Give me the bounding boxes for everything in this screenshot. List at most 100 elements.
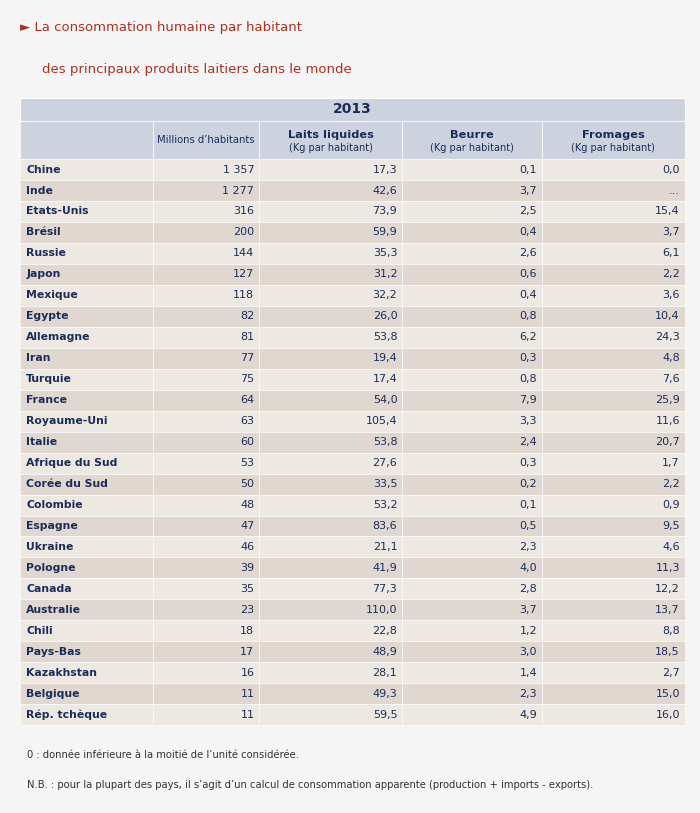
Bar bbox=[542, 663, 685, 683]
Text: Turquie: Turquie bbox=[27, 374, 72, 385]
Text: 35,3: 35,3 bbox=[373, 249, 398, 259]
Bar bbox=[20, 494, 153, 515]
Bar bbox=[402, 474, 542, 494]
Bar bbox=[20, 474, 153, 494]
Text: 2,3: 2,3 bbox=[519, 689, 537, 698]
Text: 19,4: 19,4 bbox=[372, 354, 398, 363]
Text: 1 277: 1 277 bbox=[223, 185, 254, 195]
Text: Ukraine: Ukraine bbox=[27, 542, 74, 552]
Text: 127: 127 bbox=[233, 269, 254, 280]
Bar bbox=[259, 578, 402, 599]
Text: 32,2: 32,2 bbox=[372, 290, 398, 300]
Bar bbox=[20, 159, 153, 180]
Text: 4,0: 4,0 bbox=[519, 563, 537, 573]
Text: 20,7: 20,7 bbox=[655, 437, 680, 447]
Text: 3,0: 3,0 bbox=[519, 647, 537, 657]
Text: 8,8: 8,8 bbox=[662, 626, 680, 636]
Text: 83,6: 83,6 bbox=[372, 521, 398, 531]
Text: 110,0: 110,0 bbox=[366, 605, 398, 615]
Text: 77,3: 77,3 bbox=[372, 584, 398, 594]
Bar bbox=[542, 474, 685, 494]
Text: 1,4: 1,4 bbox=[519, 667, 537, 678]
Bar bbox=[402, 620, 542, 641]
Bar bbox=[20, 411, 153, 432]
Bar bbox=[402, 641, 542, 663]
Bar bbox=[153, 389, 259, 411]
Text: 17: 17 bbox=[240, 647, 254, 657]
Bar bbox=[542, 432, 685, 453]
Text: 17,3: 17,3 bbox=[372, 164, 398, 175]
Text: 0,9: 0,9 bbox=[662, 500, 680, 510]
Text: 13,7: 13,7 bbox=[655, 605, 680, 615]
Bar bbox=[542, 121, 685, 159]
Bar bbox=[20, 369, 153, 389]
Text: 1,7: 1,7 bbox=[662, 458, 680, 468]
Bar bbox=[542, 683, 685, 704]
Text: 200: 200 bbox=[233, 228, 254, 237]
Text: 2,5: 2,5 bbox=[519, 207, 537, 216]
Bar bbox=[259, 285, 402, 306]
Text: 3,7: 3,7 bbox=[519, 605, 537, 615]
Bar bbox=[20, 264, 153, 285]
Bar bbox=[153, 264, 259, 285]
Text: Etats-Unis: Etats-Unis bbox=[27, 207, 89, 216]
Text: 0,0: 0,0 bbox=[662, 164, 680, 175]
Bar bbox=[402, 515, 542, 537]
Bar bbox=[259, 348, 402, 369]
Text: ...: ... bbox=[669, 185, 680, 195]
Text: 53,2: 53,2 bbox=[372, 500, 398, 510]
Text: 35: 35 bbox=[240, 584, 254, 594]
Text: N.B. : pour la plupart des pays, il s’agit d’un calcul de consommation apparente: N.B. : pour la plupart des pays, il s’ag… bbox=[27, 780, 593, 789]
Bar bbox=[20, 432, 153, 453]
Bar bbox=[402, 180, 542, 201]
Bar bbox=[153, 159, 259, 180]
Bar bbox=[153, 494, 259, 515]
Text: 2013: 2013 bbox=[332, 102, 372, 116]
Text: Kazakhstan: Kazakhstan bbox=[27, 667, 97, 678]
Text: (Kg par habitant): (Kg par habitant) bbox=[571, 143, 655, 153]
Bar bbox=[259, 121, 402, 159]
Bar bbox=[259, 222, 402, 243]
Text: 0,2: 0,2 bbox=[519, 479, 537, 489]
Text: 41,9: 41,9 bbox=[372, 563, 398, 573]
Text: 11: 11 bbox=[240, 710, 254, 720]
Text: Millions d’habitants: Millions d’habitants bbox=[157, 135, 255, 146]
Text: 63: 63 bbox=[240, 416, 254, 426]
Text: Chine: Chine bbox=[27, 164, 61, 175]
Text: 118: 118 bbox=[233, 290, 254, 300]
Bar bbox=[542, 389, 685, 411]
Bar bbox=[20, 327, 153, 348]
Bar bbox=[542, 494, 685, 515]
Text: 81: 81 bbox=[240, 333, 254, 342]
Bar bbox=[153, 201, 259, 222]
Text: 18: 18 bbox=[240, 626, 254, 636]
Bar bbox=[402, 494, 542, 515]
Bar bbox=[153, 704, 259, 725]
Bar bbox=[402, 683, 542, 704]
Text: 26,0: 26,0 bbox=[372, 311, 398, 321]
Text: Allemagne: Allemagne bbox=[27, 333, 91, 342]
Bar bbox=[402, 453, 542, 474]
Bar bbox=[20, 121, 153, 159]
Bar bbox=[20, 683, 153, 704]
Text: 0,4: 0,4 bbox=[519, 290, 537, 300]
Bar bbox=[402, 264, 542, 285]
Text: 28,1: 28,1 bbox=[372, 667, 398, 678]
Text: 1 357: 1 357 bbox=[223, 164, 254, 175]
Text: 49,3: 49,3 bbox=[372, 689, 398, 698]
Text: 0 : donnée inférieure à la moitié de l’unité considérée.: 0 : donnée inférieure à la moitié de l’u… bbox=[27, 750, 299, 760]
Text: Inde: Inde bbox=[27, 185, 53, 195]
Bar bbox=[542, 306, 685, 327]
Text: 24,3: 24,3 bbox=[655, 333, 680, 342]
Bar bbox=[402, 558, 542, 578]
Text: Espagne: Espagne bbox=[27, 521, 78, 531]
Bar bbox=[259, 704, 402, 725]
Bar bbox=[259, 515, 402, 537]
Text: Pays-Bas: Pays-Bas bbox=[27, 647, 81, 657]
Bar bbox=[153, 243, 259, 264]
Bar bbox=[20, 620, 153, 641]
Text: 75: 75 bbox=[240, 374, 254, 385]
Bar bbox=[259, 159, 402, 180]
Bar bbox=[153, 369, 259, 389]
Bar bbox=[402, 306, 542, 327]
